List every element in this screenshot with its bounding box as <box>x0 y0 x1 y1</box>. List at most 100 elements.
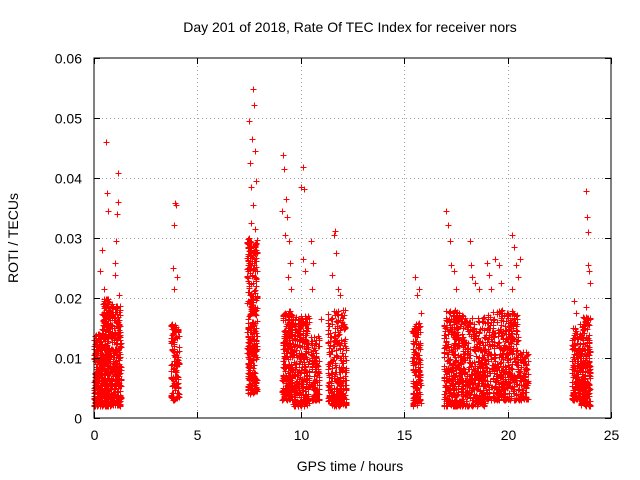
data-point <box>296 361 303 368</box>
data-point <box>173 380 180 387</box>
data-point <box>471 333 478 340</box>
data-point <box>579 335 586 342</box>
data-point <box>454 309 461 316</box>
data-point <box>109 346 116 353</box>
data-point <box>305 325 312 332</box>
data-point <box>509 232 516 239</box>
data-point <box>335 402 342 409</box>
data-point <box>472 346 479 353</box>
data-point <box>509 351 516 358</box>
data-point <box>302 332 309 339</box>
data-point <box>325 311 332 318</box>
data-point <box>114 320 121 327</box>
data-point <box>342 324 349 331</box>
data-point <box>169 383 176 390</box>
data-point <box>329 315 336 322</box>
data-point <box>175 326 182 333</box>
data-point <box>108 322 115 329</box>
data-point <box>482 369 489 376</box>
data-point <box>168 374 175 381</box>
data-point <box>486 341 493 348</box>
data-point <box>442 328 449 335</box>
data-point <box>490 309 497 316</box>
data-point <box>308 238 315 245</box>
data-point <box>494 371 501 378</box>
data-point <box>493 379 500 386</box>
data-point <box>168 368 175 375</box>
data-point <box>485 336 492 343</box>
chart-title: Day 201 of 2018, Rate Of TEC Index for r… <box>183 19 517 35</box>
data-point <box>412 368 419 375</box>
data-point <box>99 247 106 254</box>
data-point <box>410 329 417 336</box>
data-point <box>587 280 594 287</box>
data-point <box>339 350 346 357</box>
data-point <box>252 311 259 318</box>
y-tick-label: 0.02 <box>55 291 82 307</box>
data-point <box>491 345 498 352</box>
data-point <box>476 330 483 337</box>
data-point <box>509 376 516 383</box>
data-point <box>250 202 257 209</box>
data-point <box>453 319 460 326</box>
data-point <box>467 238 474 245</box>
data-point <box>331 232 338 239</box>
data-point <box>503 384 510 391</box>
data-point <box>499 354 506 361</box>
data-point <box>494 319 501 326</box>
data-point <box>586 352 593 359</box>
data-point <box>244 329 251 336</box>
data-point <box>246 377 253 384</box>
data-point <box>251 369 258 376</box>
data-point <box>253 312 260 319</box>
data-point <box>96 377 103 384</box>
data-point <box>291 335 298 342</box>
data-point <box>168 392 175 399</box>
data-point <box>505 327 512 334</box>
data-point <box>325 317 332 324</box>
data-point <box>251 329 258 336</box>
data-point <box>503 368 510 375</box>
data-point <box>280 317 287 324</box>
data-point <box>109 339 116 346</box>
data-point <box>580 334 587 341</box>
data-point <box>514 347 521 354</box>
data-point <box>174 356 181 363</box>
data-point <box>279 208 286 215</box>
data-point <box>170 265 177 272</box>
data-point <box>492 358 499 365</box>
data-point <box>311 373 318 380</box>
data-point <box>254 354 261 361</box>
data-point <box>461 319 468 326</box>
data-point <box>414 390 421 397</box>
data-point <box>337 374 344 381</box>
data-point <box>461 366 468 373</box>
data-point <box>303 373 310 380</box>
data-point <box>113 370 120 377</box>
data-point <box>410 354 417 361</box>
data-point <box>496 339 503 346</box>
data-point <box>254 318 261 325</box>
data-point <box>326 345 333 352</box>
data-point <box>105 338 112 345</box>
data-point <box>281 335 288 342</box>
data-point <box>583 363 590 370</box>
data-point <box>469 274 476 281</box>
data-point <box>510 345 517 352</box>
data-point <box>509 311 516 318</box>
data-point <box>343 401 350 408</box>
data-point <box>505 313 512 320</box>
data-point <box>490 393 497 400</box>
data-point <box>102 392 109 399</box>
x-tick-label: 15 <box>397 427 413 443</box>
data-point <box>491 316 498 323</box>
data-point <box>333 250 340 257</box>
data-point <box>248 252 255 259</box>
data-point <box>514 312 521 319</box>
data-point <box>251 288 258 295</box>
data-point <box>498 333 505 340</box>
data-point <box>469 387 476 394</box>
data-point <box>292 400 299 407</box>
data-point <box>246 118 253 125</box>
data-point <box>315 343 322 350</box>
